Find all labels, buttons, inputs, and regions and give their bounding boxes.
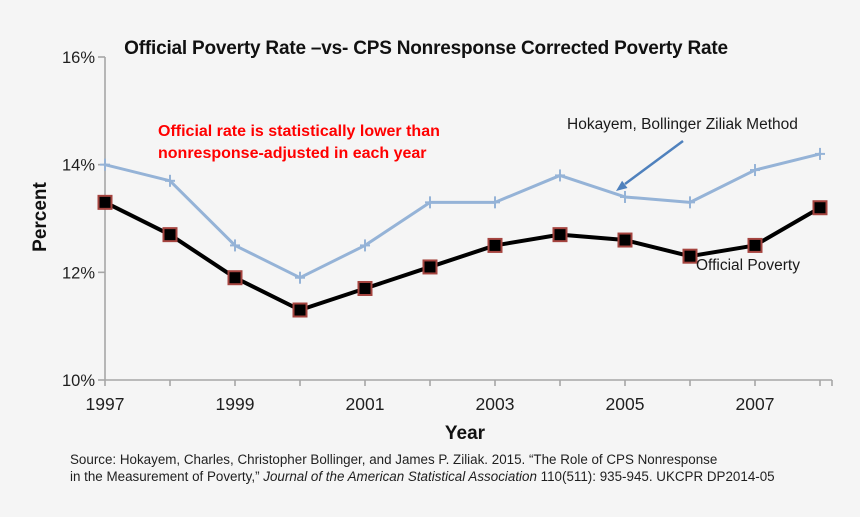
y-tick-label: 10%: [62, 372, 95, 390]
series-official-marker: [617, 232, 633, 248]
x-tick-label: 2007: [736, 394, 775, 414]
series-official-marker: [552, 227, 568, 243]
y-tick-label: 16%: [62, 49, 95, 67]
annotation-arrow-head: [616, 180, 628, 191]
x-tick-label: 2003: [476, 394, 515, 414]
source-citation: Source: Hokayem, Charles, Christopher Bo…: [70, 452, 775, 485]
y-tick-label: 12%: [62, 264, 95, 282]
x-tick-label: 1997: [86, 394, 125, 414]
x-tick-label: 2001: [346, 394, 385, 414]
chart-title: Official Poverty Rate –vs- CPS Nonrespon…: [124, 38, 728, 59]
series-official-marker: [487, 237, 503, 253]
series-hbz-line: [103, 152, 822, 280]
series-official-marker: [812, 200, 828, 216]
x-axis-title: Year: [444, 423, 486, 444]
series-official-marker: [227, 270, 243, 286]
series-official-marker: [162, 227, 178, 243]
series-label-official-poverty: Official Poverty: [696, 257, 800, 274]
journal-name: Journal of the American Statistical Asso…: [263, 468, 537, 484]
series-official-marker: [682, 248, 698, 264]
series-official-marker: [357, 280, 373, 296]
series-official-marker: [422, 259, 438, 275]
series-official-line: [103, 200, 822, 313]
y-axis-title: Percent: [30, 182, 51, 252]
annotation-line-1: Official rate is statistically lower tha…: [158, 123, 440, 140]
x-tick-label: 1999: [216, 394, 255, 414]
source-line-1: Source: Hokayem, Charles, Christopher Bo…: [70, 452, 718, 467]
series-label-hokayem-bollinger-ziliak: Hokayem, Bollinger Ziliak Method: [567, 116, 798, 133]
source-line-2: in the Measurement of Poverty,” Journal …: [70, 468, 775, 484]
annotation-statistical-note: Official rate is statistically lower tha…: [158, 121, 440, 165]
y-tick-label: 14%: [62, 157, 95, 175]
series-official-marker: [97, 194, 113, 210]
x-tick-label: 2005: [606, 394, 645, 414]
series-official-marker: [747, 237, 763, 253]
annotation-arrow: [624, 139, 684, 186]
series-official-marker: [292, 302, 308, 318]
annotation-line-2: nonresponse-adjusted in each year: [158, 145, 427, 162]
